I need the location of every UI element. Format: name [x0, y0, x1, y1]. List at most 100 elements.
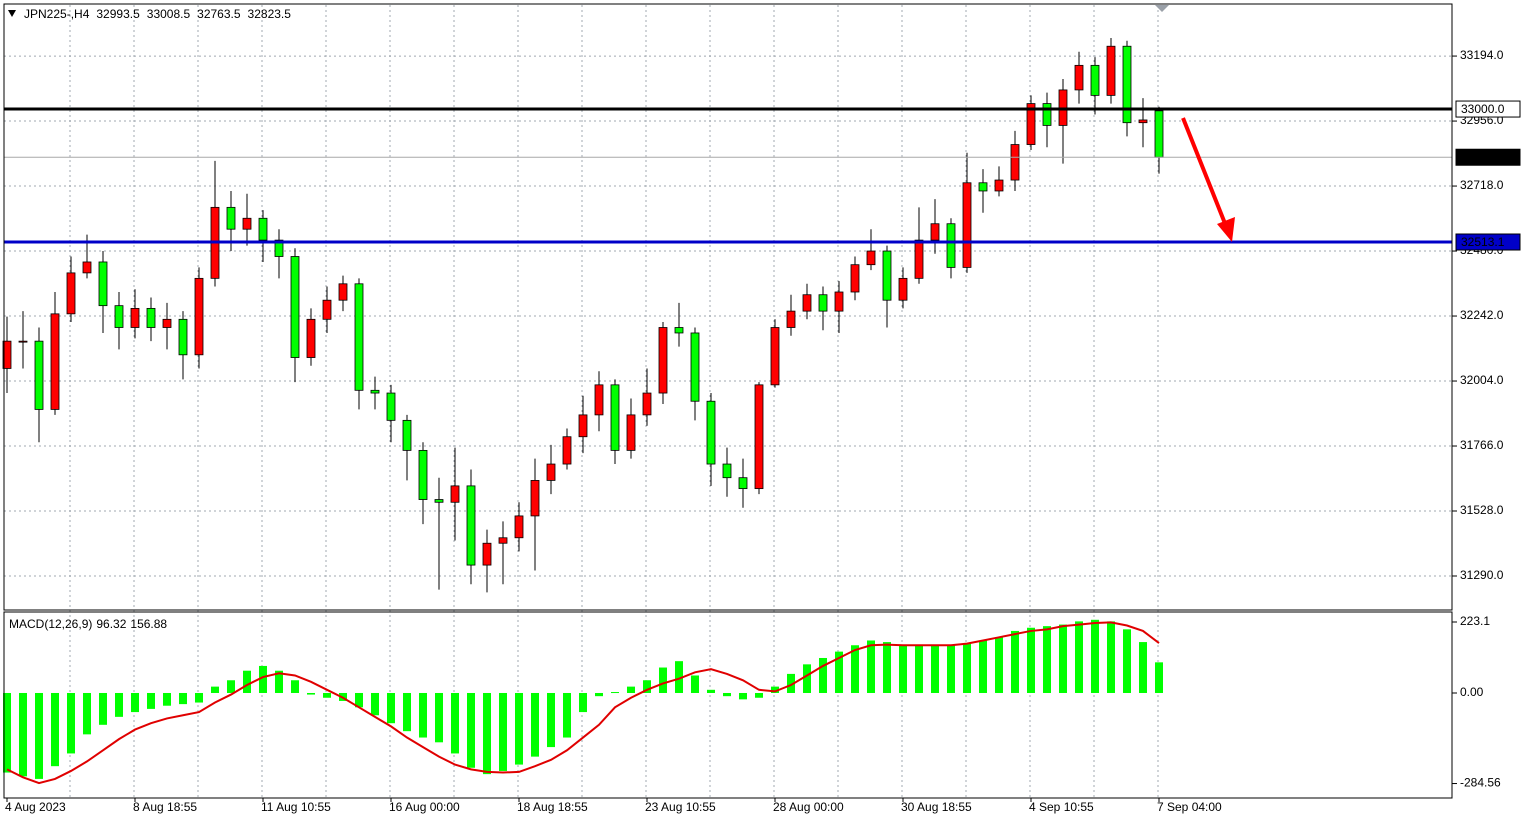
candle-body: [610, 384, 620, 451]
macd-bar: [691, 675, 699, 693]
candle-body: [706, 400, 716, 465]
candle-body: [290, 256, 300, 358]
macd-bar: [451, 692, 459, 754]
macd-bar: [899, 645, 907, 693]
macd-bar: [1059, 624, 1067, 693]
candle-body: [338, 283, 348, 301]
level-label: 33000.0: [1461, 102, 1505, 116]
candle-body: [866, 250, 876, 266]
macd-bar: [403, 692, 411, 732]
candle-body: [386, 392, 396, 421]
candle-body: [738, 477, 748, 490]
candle-body: [626, 414, 636, 451]
candle-body: [162, 318, 172, 328]
marks: [2, 38, 1452, 785]
macd-bar: [851, 645, 859, 693]
macd-bar: [355, 692, 363, 708]
candle-body: [562, 436, 572, 465]
y-tick-label: 31528.0: [1460, 503, 1504, 517]
candle-body: [722, 463, 732, 479]
candle-body: [178, 318, 188, 356]
candle-body: [1090, 64, 1100, 96]
candle-body: [530, 480, 540, 517]
y-tick-label: -284.56: [1460, 776, 1501, 790]
y-tick-label: 33194.0: [1460, 48, 1504, 62]
macd-bar: [371, 692, 379, 716]
level-label-box: [1455, 148, 1521, 166]
macd-bar: [195, 692, 203, 703]
candle-body: [770, 327, 780, 386]
macd-bar: [51, 692, 59, 767]
y-tick-label: 223.1: [1460, 614, 1490, 628]
x-tick-label: 4 Aug 2023: [5, 800, 66, 814]
candle-body: [194, 277, 204, 356]
candle-body: [354, 283, 364, 391]
macd-bar: [835, 651, 843, 693]
candle-body: [962, 182, 972, 268]
macd-bar: [211, 686, 219, 693]
header-high: 33008.5: [147, 7, 191, 21]
macd-bar: [1107, 621, 1115, 693]
macd-bar: [707, 689, 715, 693]
macd-bar: [883, 642, 891, 693]
candle-body: [306, 318, 316, 358]
macd-bar: [915, 645, 923, 693]
macd-bar: [611, 692, 619, 694]
macd-bar: [243, 670, 251, 693]
macd-bar: [979, 640, 987, 693]
candle-body: [1138, 119, 1148, 124]
header-open: 32993.5: [96, 7, 140, 21]
macd-bar: [435, 692, 443, 743]
macd-bar: [275, 670, 283, 693]
candle-body: [850, 264, 860, 293]
macd-bar: [771, 686, 779, 693]
candle-body: [322, 299, 332, 320]
level-label: 32513.1: [1461, 235, 1505, 249]
candle-body: [898, 277, 908, 301]
macd-bar: [483, 692, 491, 775]
macd-bar: [147, 692, 155, 709]
macd-bar: [579, 692, 587, 713]
x-tick-label: 7 Sep 04:00: [1157, 800, 1222, 814]
arrow-line: [1181, 117, 1228, 227]
candle-body: [978, 182, 988, 192]
candle-body: [146, 307, 156, 328]
x-tick-label: 18 Aug 18:55: [517, 800, 588, 814]
main-panel-frame: [3, 3, 1453, 611]
candle-body: [642, 392, 652, 416]
macd-bar: [931, 645, 939, 693]
y-tick-label: 32242.0: [1460, 308, 1504, 322]
macd-bar: [1139, 642, 1147, 693]
macd-bar: [227, 680, 235, 693]
macd-bar: [291, 680, 299, 693]
macd-bar: [419, 692, 427, 738]
candle-body: [930, 223, 940, 241]
macd-bar: [739, 692, 747, 700]
candle-body: [546, 463, 556, 481]
level-label-box: [1455, 233, 1521, 251]
header-low: 32763.5: [197, 7, 241, 21]
candle-body: [594, 384, 604, 416]
macd-bar: [179, 692, 187, 705]
macd-bar: [819, 657, 827, 693]
macd-bar: [1075, 621, 1083, 693]
macd-bar: [531, 692, 539, 757]
level-label-box: [1455, 100, 1521, 118]
macd-header: MACD(12,26,9) 96.32 156.88: [9, 617, 167, 631]
macd-bar: [67, 692, 75, 754]
macd-bar: [307, 692, 315, 695]
macd-bar: [387, 692, 395, 724]
candle-body: [882, 250, 892, 301]
candle-body: [226, 206, 236, 230]
macd-bar: [1043, 626, 1051, 693]
candle-body: [1106, 45, 1116, 96]
candle-body: [1026, 103, 1036, 145]
x-tick-label: 30 Aug 18:55: [901, 800, 972, 814]
candle-body: [114, 305, 124, 328]
candle-body: [2, 340, 12, 369]
macd-bar: [35, 692, 43, 779]
chart-header: JPN225-,H4 32993.5 33008.5 32763.5 32823.5: [24, 7, 291, 21]
candle-body: [450, 485, 460, 503]
macd-bar: [259, 665, 267, 693]
candle-body: [514, 515, 524, 539]
